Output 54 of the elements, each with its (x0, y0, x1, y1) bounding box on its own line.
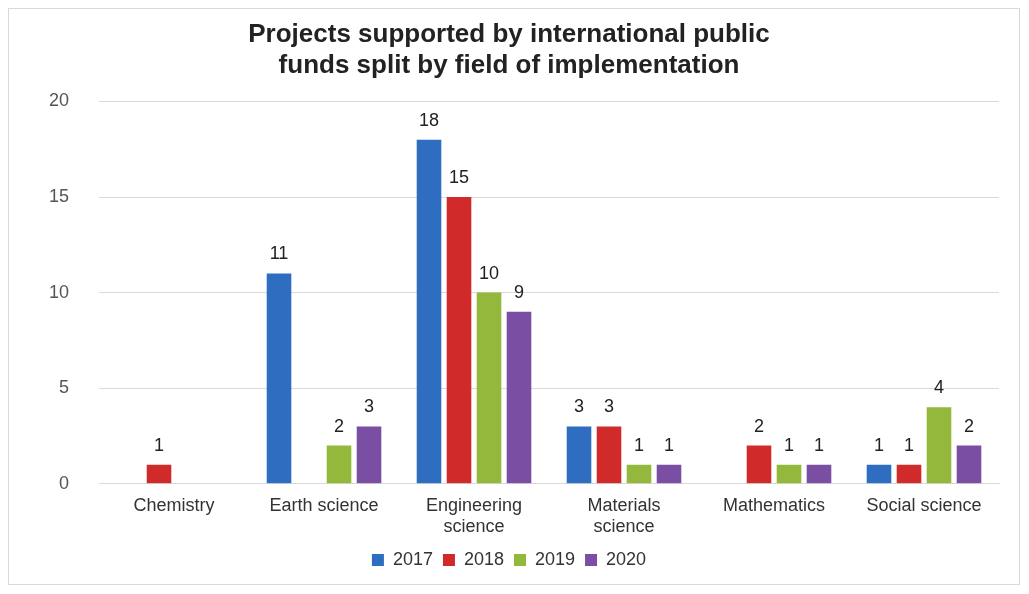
bar (146, 464, 172, 484)
bar (356, 426, 382, 484)
x-tick-label: Chemistry (133, 494, 215, 515)
data-label: 2 (754, 415, 765, 436)
x-tick-label: Earth science (269, 494, 379, 515)
chart-title: Projects supported by international public funds split by field of implementation (248, 17, 770, 79)
data-label: 3 (364, 396, 375, 417)
bar (746, 445, 772, 484)
bar (656, 464, 682, 484)
bar (896, 464, 922, 484)
data-label: 2 (334, 415, 345, 436)
data-label: 3 (604, 396, 615, 417)
x-tick-label: Mathematics (722, 494, 826, 515)
data-label: 3 (574, 396, 585, 417)
y-tick-label: 0 (59, 472, 70, 493)
data-label: 1 (874, 434, 885, 455)
x-tick-label: Materials science (587, 494, 661, 537)
y-tick-label: 15 (48, 185, 70, 206)
legend-label: 2019 (535, 548, 576, 569)
bar (626, 464, 652, 484)
data-label: 18 (419, 109, 440, 130)
bar (956, 445, 982, 484)
data-label: 2 (963, 415, 975, 436)
data-label: 10 (479, 262, 500, 283)
y-tick-label: 20 (48, 90, 70, 111)
data-label: 11 (269, 243, 289, 264)
bar (266, 273, 292, 484)
data-label: 1 (784, 434, 795, 455)
data-label: 15 (449, 166, 470, 187)
data-label: 1 (814, 434, 825, 455)
data-label: 9 (514, 281, 525, 302)
legend-label: 2020 (606, 548, 647, 569)
x-tick-label: Engineering science (425, 494, 523, 537)
y-tick-label: 10 (48, 281, 70, 302)
bar (506, 311, 532, 484)
x-tick-label: Social science (866, 494, 982, 515)
data-label: 1 (664, 434, 675, 455)
bar (446, 197, 472, 484)
bar (326, 445, 352, 484)
bar (776, 464, 802, 484)
bar (806, 464, 832, 484)
data-label: 1 (903, 434, 915, 455)
bar (596, 426, 622, 484)
data-label: 4 (933, 377, 945, 398)
bar (566, 426, 592, 484)
legend-label: 2017 (392, 548, 433, 569)
bar (416, 139, 442, 484)
data-label: 1 (634, 434, 645, 455)
bar (866, 464, 892, 484)
bar (476, 292, 502, 484)
legend-label: 2018 (463, 548, 504, 569)
y-tick-label: 5 (59, 377, 70, 398)
bar (926, 407, 952, 484)
data-label: 1 (154, 434, 165, 455)
